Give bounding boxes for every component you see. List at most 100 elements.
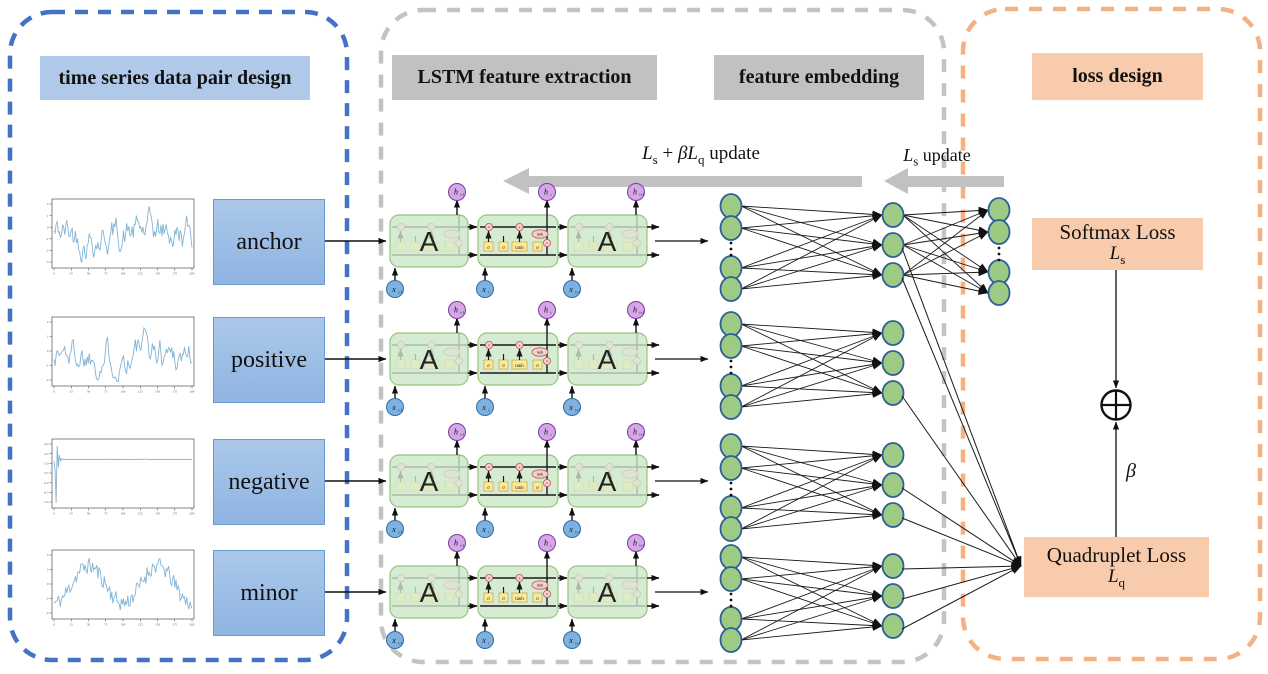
svg-text:σ: σ <box>502 364 505 369</box>
svg-text:200: 200 <box>190 623 195 627</box>
svg-text:-2: -2 <box>46 597 49 601</box>
hidden-state-circle <box>538 183 556 201</box>
update-arrows <box>503 168 1004 194</box>
time-series-line <box>53 557 193 611</box>
lstm-cell-ghost <box>392 215 468 256</box>
svg-text:-7.0: -7.0 <box>43 500 48 504</box>
embedding-node <box>881 583 905 609</box>
panel-title-pair-design: time series data pair design <box>40 56 310 100</box>
time-series-plot-positive: 0 25 50 75 100 125 150 175 200 2 1 0 -1 -2 <box>36 313 200 405</box>
svg-text:t-1: t-1 <box>399 291 403 295</box>
input-circle <box>386 398 404 416</box>
svg-text:t+1: t+1 <box>576 291 581 295</box>
svg-text:-4: -4 <box>46 611 49 615</box>
hidden-state-circle <box>448 423 466 441</box>
svg-text:t+1: t+1 <box>576 409 581 413</box>
svg-text:2: 2 <box>47 568 49 572</box>
embedding-node <box>719 433 743 459</box>
panel-border-pair-design <box>7 9 350 663</box>
svg-text:-4.5: -4.5 <box>43 452 48 456</box>
svg-text:50: 50 <box>87 623 91 627</box>
svg-text:σ: σ <box>487 364 490 369</box>
svg-text:t+1: t+1 <box>640 311 645 315</box>
panel-title-loss: loss design <box>1032 53 1203 100</box>
svg-text:×: × <box>488 576 491 581</box>
svg-text:×: × <box>488 225 491 230</box>
svg-text:25: 25 <box>70 623 74 627</box>
time-series-line <box>53 445 193 503</box>
svg-text:σ: σ <box>536 246 539 251</box>
svg-text:A: A <box>420 577 439 608</box>
embedding-node <box>719 333 743 359</box>
lstm-cell-A-box <box>567 332 648 386</box>
lstm-cell-internals: σ σ tanh σ× +×tanh <box>480 215 556 256</box>
svg-text:0: 0 <box>53 272 55 276</box>
svg-text:t-1: t-1 <box>461 433 465 437</box>
embedding-node <box>719 455 743 481</box>
hidden-state-circle <box>448 534 466 552</box>
svg-text:×: × <box>546 359 549 364</box>
lstm-cell-internals: σ σ tanh σ× +×tanh <box>480 566 556 607</box>
lstm-cell-A-box <box>389 454 469 508</box>
embedding-node <box>881 202 905 228</box>
svg-text:200: 200 <box>190 512 195 516</box>
svg-text:-2: -2 <box>46 378 49 382</box>
svg-text:h: h <box>633 539 637 548</box>
time-series-plot-minor: 0 25 50 75 100 125 150 175 200 4 2 0 -2 -4 <box>36 546 200 638</box>
svg-text:1: 1 <box>47 214 49 218</box>
minor-plot-chart: 0 25 50 75 100 125 150 175 200 4 2 0 -2 -4 <box>46 549 195 627</box>
svg-text:+: + <box>518 225 521 230</box>
svg-text:A: A <box>420 226 439 257</box>
svg-text:t-1: t-1 <box>461 311 465 315</box>
pair-label-minor: minor <box>213 550 325 636</box>
pair-label-positive: positive <box>213 317 325 403</box>
svg-text:h: h <box>454 188 458 197</box>
svg-text:1: 1 <box>47 335 49 339</box>
time-series-line <box>53 206 193 263</box>
embedding-node <box>881 472 905 498</box>
svg-text:t: t <box>551 311 552 315</box>
update-label-softmax-loss: Ls update <box>903 145 971 169</box>
plus-combine-icon <box>1100 389 1132 421</box>
svg-text:x: x <box>481 285 486 294</box>
lstm-cell-detail-box <box>477 565 559 619</box>
lstm-cell-ghost <box>392 455 468 496</box>
svg-text:-1: -1 <box>46 237 49 241</box>
quadruplet-loss-symbol: Lq <box>1107 566 1126 590</box>
embedding-network-row-1 <box>719 311 905 420</box>
svg-text:t-1: t-1 <box>399 409 403 413</box>
svg-text:125: 125 <box>138 390 143 394</box>
hidden-state-circle <box>538 423 556 441</box>
lstm-cell-internals: σ σ tanh σ× +×tanh <box>480 333 556 374</box>
quadruplet-loss-title: Quadruplet Loss <box>1046 542 1187 567</box>
hidden-state-circle <box>538 301 556 319</box>
svg-text:h: h <box>633 428 637 437</box>
svg-text:tanh: tanh <box>515 364 524 369</box>
svg-text:×: × <box>546 241 549 246</box>
svg-text:t+1: t+1 <box>640 544 645 548</box>
svg-text:t: t <box>489 409 490 413</box>
svg-text:h: h <box>544 539 548 548</box>
hidden-state-circle <box>627 183 645 201</box>
embedding-node <box>719 215 743 241</box>
lstm-cell-ghost <box>392 333 468 374</box>
svg-text:-5.0: -5.0 <box>43 462 48 466</box>
svg-text:175: 175 <box>172 512 177 516</box>
svg-text:t+1: t+1 <box>640 193 645 197</box>
embedding-node <box>881 502 905 528</box>
svg-text:200: 200 <box>190 390 195 394</box>
svg-text:x: x <box>481 525 486 534</box>
combined-loss-update-arrow <box>503 168 862 194</box>
pair-label-anchor: anchor <box>213 199 325 285</box>
svg-text:-4.0: -4.0 <box>43 442 48 446</box>
svg-text:t+1: t+1 <box>576 531 581 535</box>
svg-text:200: 200 <box>190 272 195 276</box>
svg-text:x: x <box>391 525 396 534</box>
svg-text:50: 50 <box>87 390 91 394</box>
svg-text:tanh: tanh <box>537 351 544 355</box>
svg-text:σ: σ <box>536 486 539 491</box>
svg-text:σ: σ <box>487 486 490 491</box>
svg-text:125: 125 <box>138 623 143 627</box>
